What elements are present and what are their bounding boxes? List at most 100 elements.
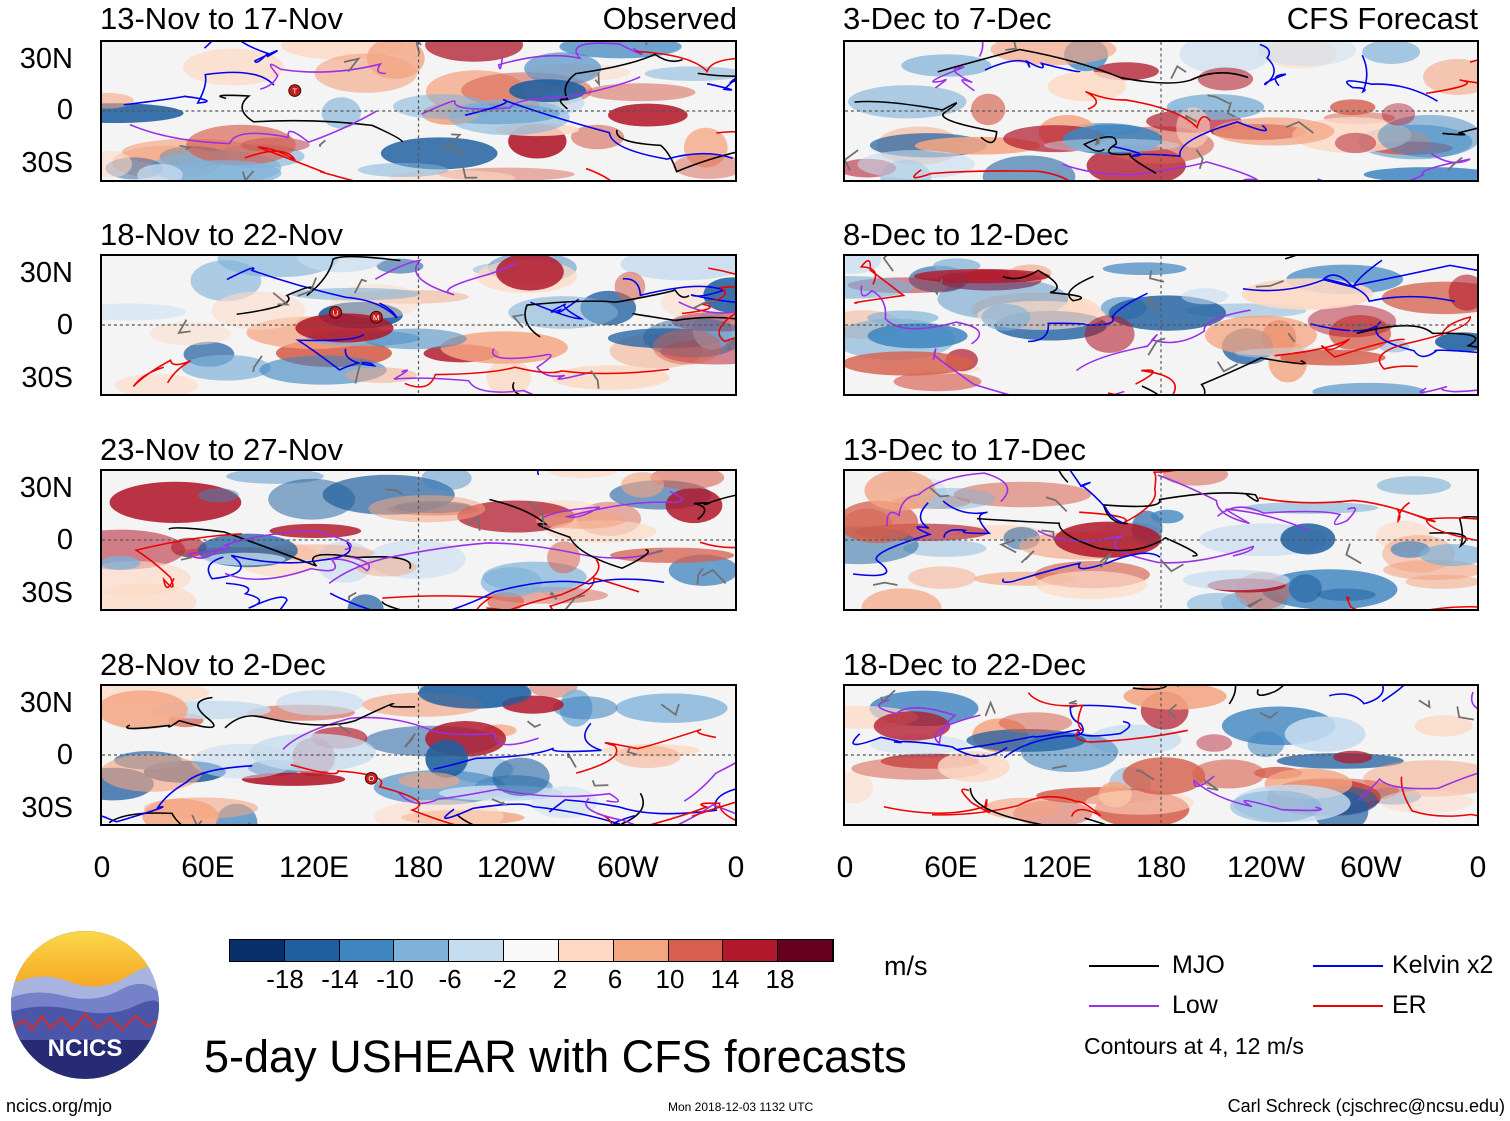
lat-label: 0 bbox=[56, 524, 73, 556]
contour-line bbox=[207, 542, 351, 580]
colorbar-tick: 18 bbox=[765, 964, 795, 994]
shading-blob bbox=[864, 471, 936, 511]
legend-er-line bbox=[1313, 1005, 1383, 1007]
shading-blob bbox=[535, 511, 627, 529]
contour-line bbox=[937, 48, 1249, 84]
contour-line bbox=[635, 50, 735, 74]
contour-line bbox=[244, 146, 354, 180]
shading-blob bbox=[425, 739, 468, 778]
lat-label: 30S bbox=[21, 147, 73, 179]
contour-line bbox=[1141, 357, 1306, 394]
shading-blob bbox=[367, 539, 466, 579]
contour-line bbox=[1329, 686, 1405, 705]
shading-blob bbox=[652, 329, 722, 365]
storm-marker: M bbox=[369, 310, 383, 324]
shading-blob bbox=[448, 98, 570, 136]
coastline bbox=[491, 798, 507, 807]
contour-line bbox=[854, 260, 906, 304]
shading-blob bbox=[901, 54, 992, 77]
shading-blob bbox=[1390, 541, 1430, 558]
shading-blob bbox=[614, 745, 681, 769]
coastline bbox=[1099, 552, 1113, 568]
lat-label: 30S bbox=[21, 577, 73, 609]
lat-label: 30N bbox=[19, 687, 73, 719]
coastline bbox=[1216, 361, 1239, 373]
coastline bbox=[1045, 496, 1068, 513]
contour-line bbox=[1242, 264, 1477, 292]
lon-label: 120W bbox=[1226, 851, 1306, 884]
shading-blob bbox=[186, 124, 296, 166]
coastline bbox=[1456, 706, 1474, 721]
contour-line bbox=[852, 502, 933, 577]
contour-line bbox=[585, 797, 735, 824]
legend-note: Contours at 4, 12 m/s bbox=[1084, 1033, 1304, 1059]
contour-line bbox=[168, 527, 412, 569]
map-panel bbox=[843, 684, 1479, 826]
colorbar-swatch bbox=[230, 940, 285, 961]
coastline bbox=[440, 146, 466, 156]
coastline bbox=[252, 355, 263, 373]
shading-blob bbox=[1307, 304, 1397, 338]
contour-line bbox=[219, 94, 404, 143]
shading-blob bbox=[421, 471, 472, 491]
shading-blob bbox=[1414, 715, 1473, 737]
coastline bbox=[1068, 699, 1078, 705]
panel-title: 13-Dec to 17-Dec bbox=[843, 432, 1086, 467]
footer-website[interactable]: ncics.org/mjo bbox=[6, 1096, 113, 1116]
contour-line bbox=[681, 285, 735, 315]
colorbar-tick: 2 bbox=[552, 964, 568, 994]
contour-line bbox=[616, 129, 735, 173]
colorbar-tick: 6 bbox=[607, 964, 623, 994]
legend-low-label: Low bbox=[1172, 991, 1218, 1019]
shading-blob bbox=[614, 271, 646, 302]
panel-title: 3-Dec to 7-Dec bbox=[843, 1, 1052, 36]
shading-blob bbox=[1288, 574, 1322, 603]
shading-blob bbox=[492, 757, 550, 797]
shading-blob bbox=[1264, 42, 1337, 69]
contour-line bbox=[486, 577, 640, 609]
coastline bbox=[1287, 332, 1296, 343]
shading-blob bbox=[1280, 349, 1386, 366]
svg-text:O: O bbox=[368, 774, 374, 783]
contour-line bbox=[1107, 369, 1176, 394]
coastline bbox=[1255, 280, 1284, 288]
contour-line bbox=[683, 762, 735, 802]
legend-er-label: ER bbox=[1392, 991, 1427, 1019]
shading-blob bbox=[1280, 523, 1336, 555]
shading-blob bbox=[673, 153, 735, 179]
shading-blob bbox=[913, 269, 1051, 284]
lat-label: 0 bbox=[56, 309, 73, 341]
coastline bbox=[701, 568, 727, 584]
contour-line bbox=[678, 301, 735, 314]
shading-blob bbox=[642, 317, 735, 358]
coastline bbox=[845, 149, 859, 171]
shading-blob bbox=[1378, 340, 1410, 353]
shading-blob bbox=[102, 103, 184, 124]
colorbar-tick: -10 bbox=[376, 964, 414, 994]
panel-label: CFS Forecast bbox=[1286, 1, 1478, 36]
contour-line bbox=[421, 76, 641, 115]
coastline bbox=[1207, 94, 1230, 105]
shading-blob bbox=[1243, 501, 1379, 514]
shading-blob bbox=[559, 42, 682, 59]
shading-blob bbox=[321, 97, 361, 129]
coastline bbox=[1345, 543, 1362, 565]
contour-line bbox=[524, 289, 690, 338]
colorbar-tick: -6 bbox=[438, 964, 462, 994]
shading-blob bbox=[102, 150, 133, 178]
colorbar-units: m/s bbox=[884, 951, 928, 981]
lon-label: 0 bbox=[1469, 851, 1487, 884]
shading-blob bbox=[861, 588, 942, 609]
coastline bbox=[343, 57, 361, 73]
shading-blob bbox=[548, 471, 617, 478]
shading-blob bbox=[357, 162, 449, 177]
shading-blob bbox=[1186, 592, 1247, 609]
contour-line bbox=[1079, 471, 1176, 524]
svg-text:M: M bbox=[373, 313, 380, 322]
colorbar-swatch bbox=[723, 940, 779, 961]
panel-title: 8-Dec to 12-Dec bbox=[843, 217, 1069, 252]
contour-line bbox=[497, 42, 643, 70]
contour-line bbox=[290, 763, 456, 824]
lon-label: 180 bbox=[392, 851, 444, 884]
